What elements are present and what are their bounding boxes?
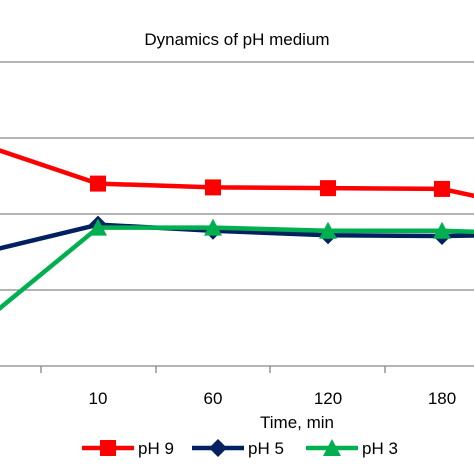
data-point [433,221,451,239]
data-point [205,179,221,196]
data-point [434,180,450,197]
data-point [320,180,336,197]
data-point [319,221,337,239]
legend-label: pH 5 [248,439,284,458]
legend-item: pH 3 [306,439,398,458]
chart-title: Dynamics of pH medium [144,30,329,49]
x-tick-label: 10 [89,389,108,408]
x-axis: 10 60 120 180 [0,365,474,408]
legend-item: pH 9 [82,439,174,458]
legend-item: pH 5 [192,439,284,458]
legend-label: pH 3 [362,439,398,458]
grid-lines [0,61,474,291]
data-point [89,218,107,236]
x-tick-label: 60 [204,389,223,408]
x-tick-label: 180 [428,389,456,408]
data-point [323,439,341,456]
series-ph-3 [0,218,474,312]
series-ph-9 [0,148,474,199]
series-layer [0,148,474,312]
legend-label: pH 9 [138,439,174,458]
data-point [204,218,222,236]
data-point [100,440,116,456]
series-line [0,225,474,312]
legend: pH 9 pH 5 pH 3 [82,439,398,458]
data-point [209,439,227,457]
x-axis-label: Time, min [260,413,334,432]
series-ph-5 [0,215,474,251]
data-point [90,175,106,192]
x-tick-label: 120 [314,389,342,408]
series-line [0,148,474,199]
